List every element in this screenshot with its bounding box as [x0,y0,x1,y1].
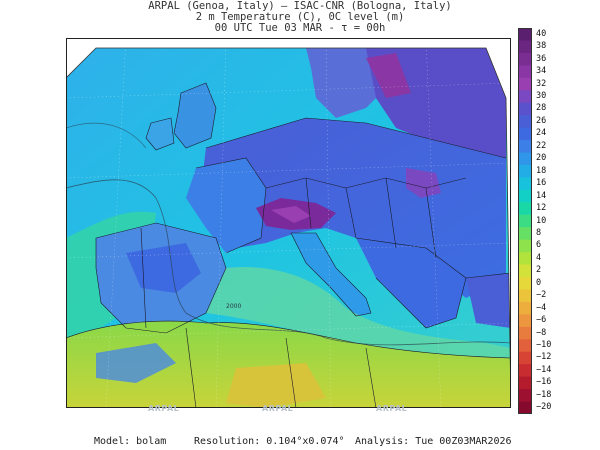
mediterranean-warm [206,267,511,368]
colorbar-swatch [518,252,532,266]
model-label: Model: bolam [94,436,167,447]
colorbar-swatch [518,115,532,129]
colorbar-swatch [518,339,532,353]
colorbar-tick-label: 40 [536,28,547,39]
colorbar-tick-label: 4 [536,252,542,263]
colorbar-tick-label: 2 [536,265,542,276]
colorbar-swatch [518,289,532,303]
colorbar-swatch [518,214,532,228]
map-frame [66,38,511,408]
colorbar-swatch [518,65,532,79]
france-land [186,158,266,253]
colorbar-tick-label: 26 [536,115,547,126]
iberia-interior [126,243,201,293]
turkey-land [466,273,511,328]
colorbar-tick-label: −18 [536,389,552,400]
colorbar-tick-label: −10 [536,340,552,351]
colorbar-swatch [518,127,532,141]
colorbar-swatch [518,140,532,154]
colorbar-tick-label: 20 [536,153,547,164]
ireland-land [146,118,174,150]
colorbar-swatch [518,376,532,390]
colorbar-swatch [518,177,532,191]
colorbar-swatch [518,77,532,91]
zero-level-isoline [66,179,511,346]
colorbar-tick-label: 30 [536,90,547,101]
colorbar-swatch [518,164,532,178]
colorbar-swatch [518,52,532,66]
balkans-land [356,238,466,328]
colorbar-swatch [518,90,532,104]
domain-outline [66,47,511,408]
colorbar-swatch [518,277,532,290]
isoline-north-atlantic [66,122,147,149]
colorbar-swatch [518,351,532,365]
country-borders [66,82,511,408]
colorbar-tick-label: 0 [536,277,542,288]
italy-land [291,233,371,316]
header-fields: 2 m Temperature (C), 0C level (m) [195,11,405,23]
colorbar-swatch [518,102,532,116]
latlon-grid [66,48,511,408]
colorbar-tick-label: 24 [536,128,547,139]
colorbar-tick-label: 14 [536,190,547,201]
colorbar [518,28,532,414]
colorbar-tick-label: 34 [536,66,547,77]
colorbar-tick-label: 36 [536,53,547,64]
colorbar-swatch [518,314,532,328]
cold-core-north [366,53,411,98]
colorbar-tick-label: −2 [536,290,547,301]
colorbar-tick-label: −4 [536,302,547,313]
britain-land [174,83,216,148]
colorbar-tick-label: −8 [536,327,547,338]
colorbar-swatch [518,401,532,414]
colorbar-tick-label: −14 [536,364,552,375]
colorbar-swatch [518,189,532,203]
colorbar-tick-label: 28 [536,103,547,114]
colorbar-swatch [518,202,532,216]
colorbar-tick-label: 10 [536,215,547,226]
colorbar-tick-label: 38 [536,41,547,52]
colorbar-tick-label: 8 [536,227,542,238]
colorbar-tick-label: −12 [536,352,552,363]
colorbar-tick-label: −6 [536,315,547,326]
watermark-2: ARPAL [262,404,294,413]
colorbar-swatch [518,326,532,340]
colorbar-tick-label: 32 [536,78,547,89]
isoline-label: 2000 [226,303,241,310]
colorbar-tick-label: 22 [536,140,547,151]
colorbar-tick-label: −16 [536,377,552,388]
colorbar-swatch [518,364,532,378]
colorbar-swatch [518,227,532,241]
colorbar-swatch [518,152,532,166]
colorbar-swatch [518,389,532,403]
colorbar-tick-label: 18 [536,165,547,176]
sahara-warm [226,363,326,408]
header-time: 00 UTC Tue 03 MAR - τ = 00h [214,22,386,34]
alps-core [271,206,311,223]
temperature-map: 2000 [66,38,511,408]
watermark-1: ARPAL [148,404,180,413]
resolution-label: Resolution: 0.104°x0.074° [194,436,345,447]
colorbar-tick-label: 6 [536,240,542,251]
atlas-cold [96,343,176,383]
colorbar-swatch [518,239,532,253]
header-agencies: ARPAL (Genoa, Italy) — ISAC-CNR (Bologna… [148,0,452,12]
colorbar-tick-label: −20 [536,402,552,413]
colorbar-swatch [518,28,532,41]
colorbar-swatch [518,264,532,278]
colorbar-tick-label: 16 [536,178,547,189]
colorbar-tick-label: 12 [536,203,547,214]
colorbar-frame [518,28,532,414]
analysis-label: Analysis: Tue 00Z03MAR2026 [355,436,512,447]
colorbar-swatch [518,40,532,54]
watermark-3: ARPAL [376,404,408,413]
colorbar-swatch [518,301,532,315]
